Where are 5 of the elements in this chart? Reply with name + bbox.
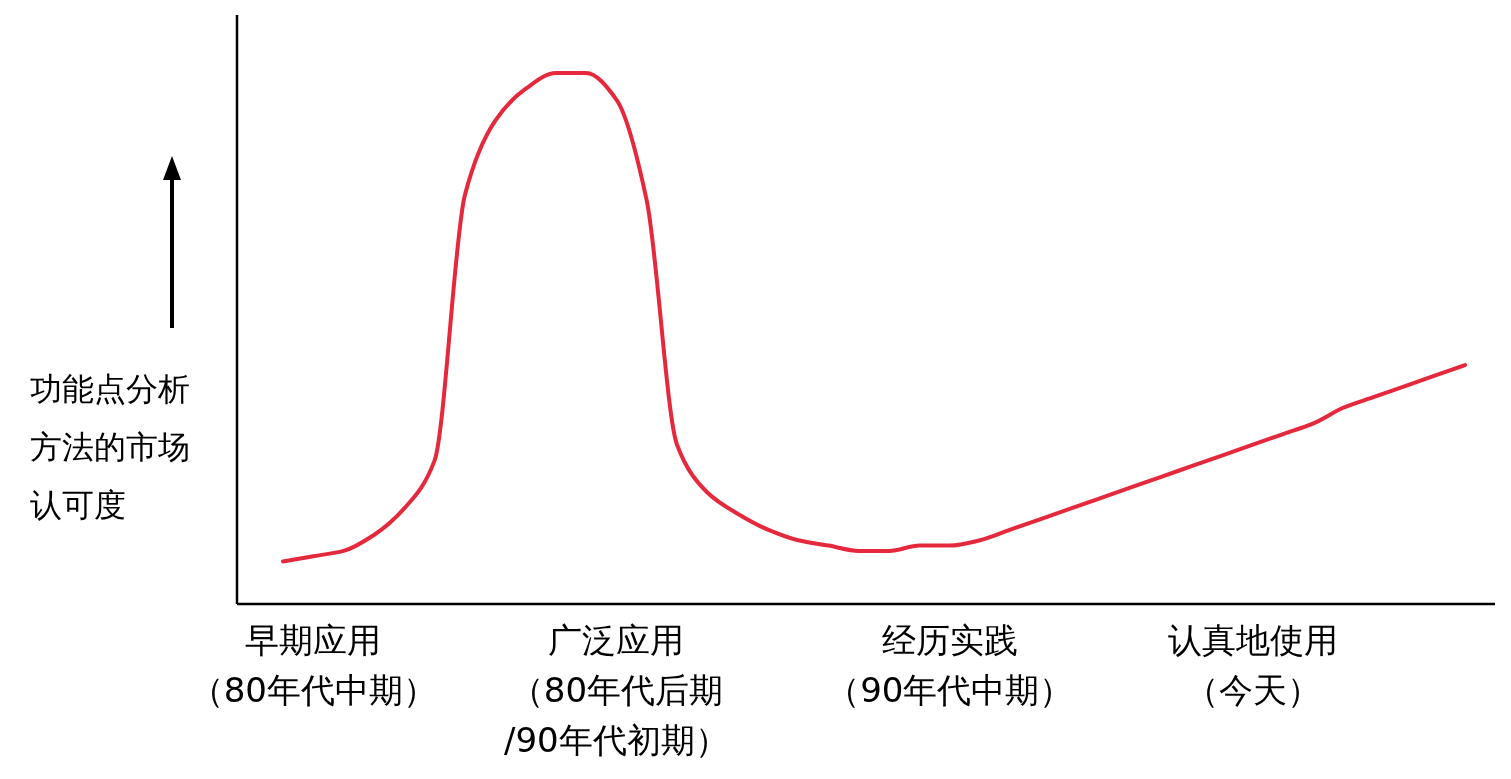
- x-tick-label: 认真地使用（今天）: [1167, 620, 1338, 710]
- x-tick-label: 经历实践（90年代中期）: [826, 620, 1074, 710]
- y-axis-title: 功能点分析方法的市场认可度: [30, 370, 190, 524]
- x-tick-label: 广泛应用（80年代后期/90年代初期）: [504, 620, 729, 760]
- x-tick-label: 早期应用（80年代中期）: [189, 620, 437, 710]
